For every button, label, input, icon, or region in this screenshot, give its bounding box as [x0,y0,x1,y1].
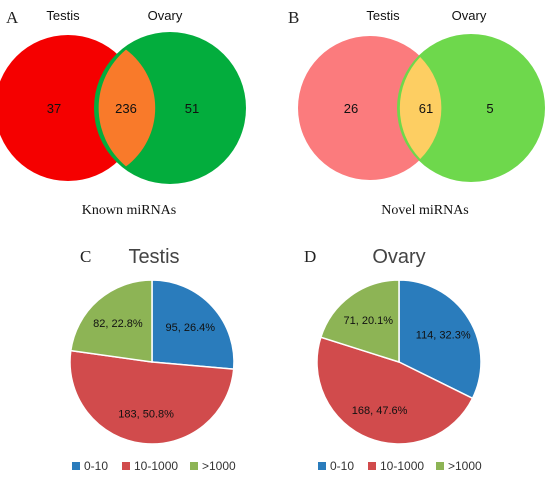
venn-a-ovary-only-value: 51 [185,101,199,116]
venn-b-testis-circle [298,36,442,180]
venn-a-ovary-label: Ovary [148,8,183,23]
legend-label: >1000 [202,459,236,473]
venn-a-overlap [98,49,156,167]
venn-a-overlap-value: 236 [115,101,137,116]
pie-panel-c: C Testis 95, 26.4% 183, 50.8% 82, 22.8% 0-… [69,246,236,473]
pie-c-legend: 0-10 10-1000 >1000 [72,459,236,473]
legend-swatch [368,462,376,470]
pie-slice-label: 82, 22.8% [93,318,143,330]
venn-b-caption: Novel miRNAs [381,203,469,218]
venn-b-testis-only-value: 26 [344,101,358,116]
pie-d-slice-labels: 114, 32.3% 168, 47.6% 71, 20.1% [344,315,471,417]
venn-a-testis-only-value: 37 [47,101,61,116]
venn-b-overlap-value: 61 [419,101,433,116]
pie-c-slice-labels: 95, 26.4% 183, 50.8% 82, 22.8% [93,318,215,421]
panel-letter-d: D [304,247,316,266]
pie-panel-d: D Ovary 114, 32.3% 168, 47.6% 71, 20.1% 0-… [304,246,482,473]
venn-b-ovary-circle [397,34,545,182]
pie-slice-label: 168, 47.6% [352,405,408,417]
pie-slice-label: 95, 26.4% [166,322,216,334]
legend-label: 0-10 [330,459,354,473]
pie-slice-1000 [319,279,400,364]
venn-a-caption: Known miRNAs [82,203,177,218]
pie-slice-10-1000 [316,336,474,445]
venn-b-testis-label: Testis [366,8,400,23]
pie-slice-label: 183, 50.8% [118,409,174,421]
legend-swatch [190,462,198,470]
pie-slice-1000 [69,279,153,363]
legend-label: 10-1000 [134,459,178,473]
legend-label: >1000 [448,459,482,473]
legend-swatch [318,462,326,470]
venn-b-ovary-label: Ovary [452,8,487,23]
panel-letter-b: B [288,8,299,27]
panel-letter-c: C [80,247,91,266]
legend-swatch [122,462,130,470]
venn-b-overlap [399,57,442,159]
pie-slice-0-10 [398,279,482,400]
legend-swatch [436,462,444,470]
legend-label: 10-1000 [380,459,424,473]
venn-panel-b: B Testis Ovary 26 61 5 Novel miRNAs [288,8,545,218]
venn-a-testis-label: Testis [46,8,80,23]
legend-swatch [72,462,80,470]
pie-d-legend: 0-10 10-1000 >1000 [318,459,482,473]
legend-label: 0-10 [84,459,108,473]
pie-c-slices [69,279,235,445]
pie-d-title: Ovary [372,246,425,268]
pie-slice-label: 71, 20.1% [344,315,394,327]
venn-panel-a: A Testis Ovary 37 236 51 Known miRNAs [0,8,246,218]
venn-b-ovary-only-value: 5 [486,101,493,116]
panel-letter-a: A [6,8,19,27]
pie-slice-0-10 [151,279,235,370]
pie-c-title: Testis [128,246,179,268]
pie-d-slices [316,279,482,445]
pie-slice-10-1000 [69,349,235,445]
pie-slice-label: 114, 32.3% [416,330,471,342]
